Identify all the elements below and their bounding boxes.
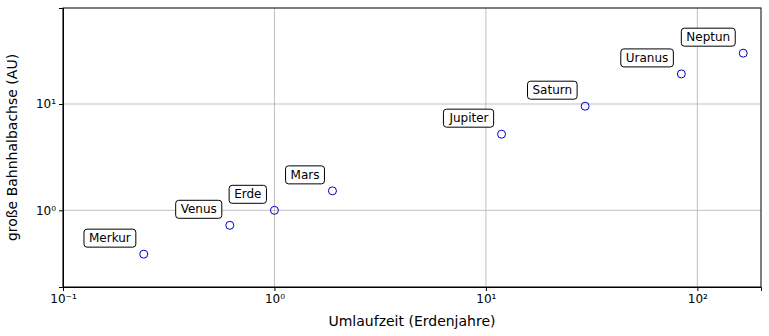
- annotation-label: Jupiter: [448, 111, 488, 125]
- annotation: Uranus: [621, 49, 674, 67]
- tick: 10⁻¹: [50, 287, 77, 306]
- tick-mark: [697, 287, 698, 291]
- tick: 10¹: [36, 97, 63, 111]
- point: [739, 49, 747, 57]
- tick: 10⁰: [265, 287, 285, 306]
- tick-mark: [59, 104, 63, 105]
- annotation-box: [286, 166, 325, 184]
- annotation-label: Erde: [234, 187, 261, 201]
- annotation: Venus: [176, 200, 222, 218]
- annotation-box: [528, 81, 578, 99]
- tick-mark: [486, 287, 487, 291]
- tick-label: 10²: [688, 292, 708, 306]
- tick: 10²: [688, 287, 708, 306]
- point: [498, 130, 506, 138]
- annotation-box: [681, 28, 735, 46]
- annotation: Jupiter: [443, 109, 493, 127]
- grid-line-x: [274, 8, 275, 287]
- tick-label: 10⁰: [36, 204, 56, 218]
- tick-label: 10¹: [36, 97, 56, 111]
- grid-line-x: [697, 8, 698, 287]
- chart: 10⁻¹ 10⁰ 10¹ 10² 10⁰ 10¹ Merkur Venus Erde Mars Ju…: [0, 0, 769, 336]
- grid-line-x: [485, 8, 486, 287]
- point: [140, 250, 148, 258]
- annotation: Saturn: [528, 81, 578, 99]
- annotation: Erde: [229, 185, 266, 203]
- plot-frame: [63, 8, 761, 287]
- annotation: Mars: [286, 166, 325, 184]
- tick-label: 10⁻¹: [50, 292, 77, 306]
- point: [328, 187, 336, 195]
- grid-line-y: [63, 104, 761, 105]
- annotation-label: Merkur: [89, 231, 131, 245]
- points: [140, 49, 747, 258]
- annotation: Merkur: [84, 229, 136, 247]
- annotations: Merkur Venus Erde Mars Jupiter Saturn Uranus Ne…: [84, 28, 735, 247]
- y-axis-title: große Bahnhalbachse (AU): [4, 54, 20, 241]
- annotation-box: [176, 200, 222, 218]
- point: [270, 206, 278, 214]
- annotation-label: Saturn: [533, 83, 573, 97]
- tick-label: 10⁰: [265, 292, 285, 306]
- point: [677, 70, 685, 78]
- annotation-box: [84, 229, 136, 247]
- y-axis: 10⁰ 10¹: [36, 9, 64, 288]
- tick-mark: [59, 210, 63, 211]
- tick-label: 10¹: [476, 292, 496, 306]
- annotation-label: Mars: [291, 168, 320, 182]
- point: [581, 102, 589, 110]
- annotation: Neptun: [681, 28, 735, 46]
- point: [226, 221, 234, 229]
- annotation-box: [621, 49, 674, 67]
- annotation-box: [443, 109, 493, 127]
- tick: 10⁰: [36, 204, 63, 218]
- plot-area: 10⁻¹ 10⁰ 10¹ 10² 10⁰ 10¹ Merkur Venus Erde Mars Ju…: [36, 8, 762, 306]
- annotation-label: Venus: [181, 202, 217, 216]
- tick: 10¹: [476, 287, 496, 306]
- axis-line: [64, 288, 762, 292]
- x-axis: 10⁻¹ 10⁰ 10¹ 10²: [50, 287, 761, 306]
- x-axis-title: Umlaufzeit (Erdenjahre): [328, 313, 495, 329]
- annotation-label: Uranus: [626, 51, 669, 65]
- annotation-box: [229, 185, 266, 203]
- grid: [63, 8, 761, 287]
- annotation-label: Neptun: [686, 30, 730, 44]
- grid-line-y: [63, 210, 761, 211]
- tick-mark: [274, 287, 275, 291]
